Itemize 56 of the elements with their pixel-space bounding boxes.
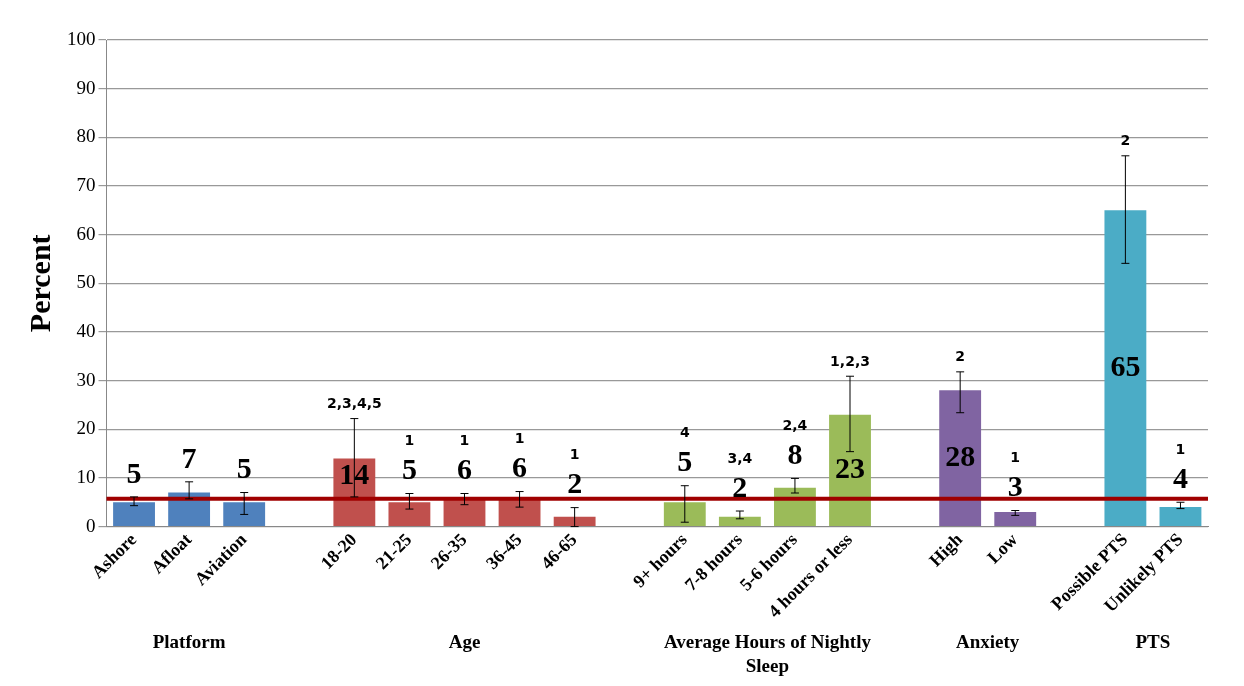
data-label: 6 [456, 452, 472, 486]
annotation: 1 [1010, 449, 1021, 466]
annotation: 2 [1120, 132, 1131, 149]
bar [994, 511, 1037, 526]
data-label: 5 [401, 452, 417, 486]
bar [1159, 507, 1202, 526]
annotation: 2,3,4,5 [326, 395, 382, 412]
data-label: 6 [512, 450, 528, 484]
y-tick-label: 60 [76, 222, 96, 244]
y-tick-label: 30 [76, 368, 96, 390]
y-tick-label: 20 [76, 417, 96, 439]
annotation: 1,2,3 [830, 352, 870, 369]
annotation: 1 [514, 430, 525, 447]
data-label: 4 [1172, 461, 1188, 495]
annotation: 1 [569, 446, 580, 463]
y-tick-label: 80 [76, 125, 96, 147]
y-tick-label: 40 [76, 319, 96, 341]
text: Platform [152, 631, 226, 653]
y-tick-label: 0 [86, 514, 96, 536]
data-label: 2 [567, 466, 583, 500]
y-tick-label: 70 [76, 173, 96, 195]
data-label: 23 [835, 451, 866, 485]
bar [113, 502, 155, 526]
text: Age [448, 631, 481, 653]
data-label: 65 [1110, 348, 1141, 382]
y-tick-label: 90 [76, 76, 96, 98]
bar [1104, 210, 1147, 526]
text: Anxiety [956, 631, 1020, 653]
bar [388, 502, 431, 526]
bar [663, 502, 706, 526]
annotation: 1 [459, 432, 470, 449]
annotation: 1 [404, 432, 415, 449]
data-label: 2 [732, 469, 748, 503]
data-label: 8 [787, 437, 803, 471]
data-label: 5 [677, 444, 693, 478]
data-label: 5 [126, 455, 142, 489]
bar [223, 502, 266, 526]
y-tick-label: 10 [76, 465, 96, 487]
data-label: 3 [1007, 469, 1023, 503]
y-tick-label: 100 [67, 27, 96, 49]
annotation: 2,4 [782, 417, 808, 434]
data-label: 7 [181, 440, 197, 474]
bar [939, 390, 982, 526]
text: PTS [1135, 631, 1171, 653]
x-tick-label: Low [983, 529, 1022, 568]
annotation: 3,4 [727, 449, 753, 466]
annotation: 2 [955, 348, 966, 365]
y-axis-title: Percent [22, 234, 56, 333]
annotation: 1 [1175, 440, 1186, 457]
data-label: 28 [945, 438, 976, 472]
bar [553, 516, 596, 526]
y-tick-label: 50 [76, 271, 96, 293]
text: Average Hours of Nightly Sleep [663, 631, 872, 677]
bar [718, 516, 761, 526]
annotation: 4 [679, 424, 690, 441]
data-label: 5 [236, 451, 252, 485]
